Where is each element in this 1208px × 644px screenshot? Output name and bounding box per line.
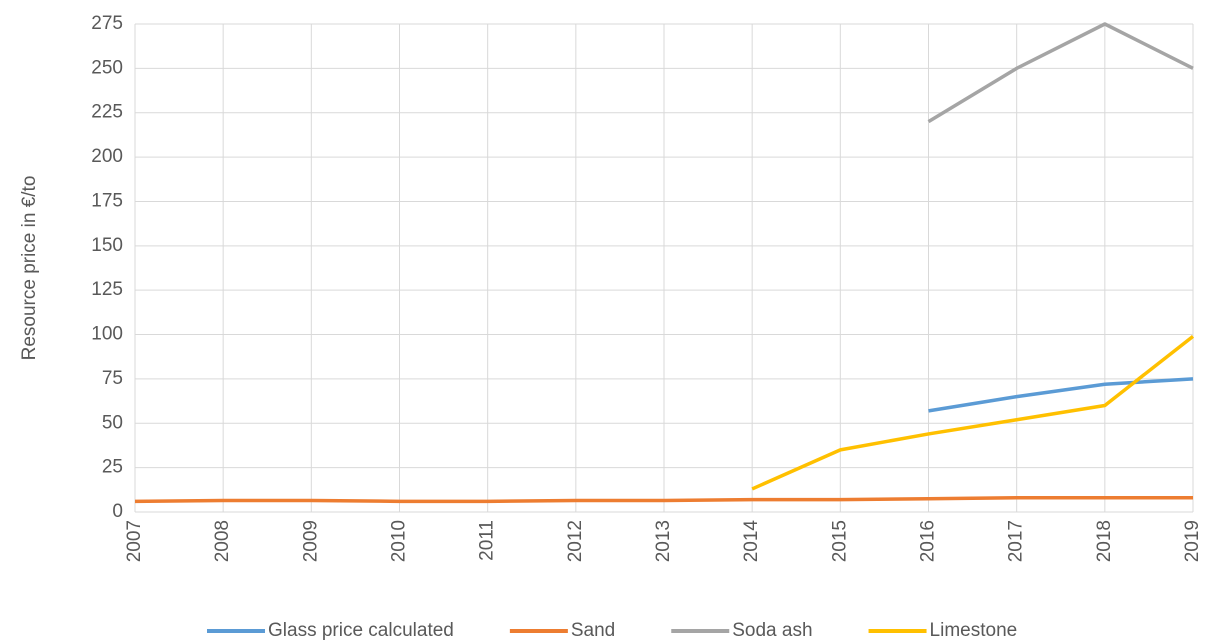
- y-tick-label: 225: [91, 102, 123, 123]
- y-tick-label: 50: [102, 412, 123, 433]
- y-tick-label: 75: [102, 368, 123, 389]
- x-tick-label: 2011: [477, 520, 498, 561]
- y-tick-label: 175: [91, 190, 123, 211]
- series-line: [751, 334, 1195, 491]
- x-tick-label: 2012: [565, 520, 586, 562]
- y-tick-label: 125: [91, 279, 123, 300]
- y-tick-label: 0: [112, 501, 123, 522]
- legend-label: Glass price calculated: [268, 620, 454, 641]
- x-tick-label: 2010: [389, 520, 410, 562]
- y-tick-label: 100: [91, 324, 123, 345]
- y-axis-label: Resource price in €/to: [19, 176, 40, 361]
- x-tick-label: 2015: [829, 520, 850, 562]
- x-tick-label: 2018: [1094, 520, 1115, 562]
- y-tick-label: 275: [91, 13, 123, 34]
- x-tick-label: 2008: [212, 520, 233, 562]
- series-line: [927, 22, 1194, 124]
- x-tick-label: 2013: [653, 520, 674, 562]
- x-tick-label: 2007: [124, 520, 145, 562]
- y-tick-label: 250: [91, 57, 123, 78]
- y-tick-label: 150: [91, 235, 123, 256]
- x-tick-label: 2016: [918, 520, 939, 562]
- x-tick-label: 2019: [1182, 520, 1203, 562]
- legend-label: Sand: [571, 620, 615, 641]
- x-tick-label: 2009: [300, 520, 321, 562]
- legend-label: Limestone: [930, 620, 1018, 641]
- x-tick-label: 2017: [1006, 520, 1027, 562]
- x-tick-label: 2014: [741, 520, 762, 563]
- legend-label: Soda ash: [732, 620, 812, 641]
- y-tick-label: 200: [91, 146, 123, 167]
- y-tick-label: 25: [102, 457, 123, 478]
- series-line: [928, 377, 1194, 413]
- series-line: [134, 496, 1193, 504]
